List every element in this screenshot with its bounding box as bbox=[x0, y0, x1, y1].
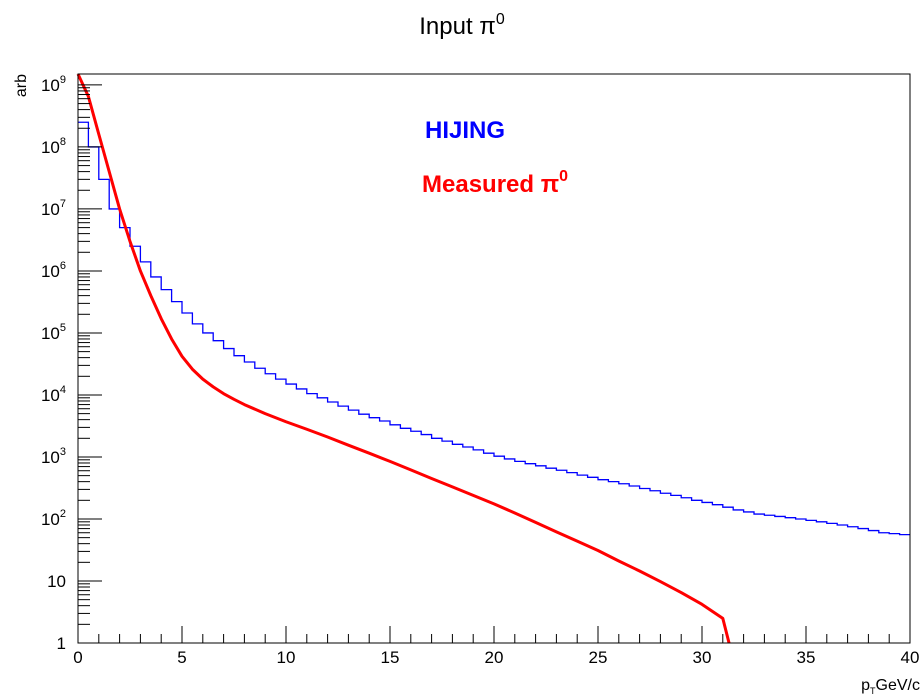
x-tick-label: 0 bbox=[73, 648, 82, 667]
y-tick-label-exponent: 6 bbox=[60, 260, 66, 272]
y-tick-label-base: 10 bbox=[41, 510, 60, 529]
y-tick-label: 107 bbox=[41, 198, 66, 219]
chart-title-superscript: 0 bbox=[496, 11, 505, 28]
x-axis-title-unit: GeV/c bbox=[876, 677, 920, 694]
y-tick-label: 109 bbox=[41, 74, 66, 95]
y-tick-label-exponent: 8 bbox=[60, 136, 66, 148]
y-tick-label-base: 10 bbox=[47, 572, 66, 591]
y-tick-label: 105 bbox=[41, 322, 66, 343]
y-tick-label: 102 bbox=[41, 508, 66, 529]
y-tick-label-base: 10 bbox=[41, 76, 60, 95]
y-tick-label-base: 10 bbox=[41, 200, 60, 219]
y-tick-label: 103 bbox=[41, 446, 66, 467]
chart-title: Input π0 bbox=[419, 11, 505, 40]
x-tick-label: 30 bbox=[693, 648, 712, 667]
y-tick-label: 106 bbox=[41, 260, 66, 281]
x-axis-title-prefix: p bbox=[861, 677, 870, 694]
legend-hijing: HIJING bbox=[425, 117, 505, 144]
series-layer bbox=[76, 73, 910, 644]
tick-labels-layer: 0 5 10 15 20 25 30 35 40110102103104105106107108… bbox=[41, 74, 920, 667]
x-tick-label: 20 bbox=[485, 648, 504, 667]
x-tick-label: 15 bbox=[381, 648, 400, 667]
x-tick-label: 10 bbox=[277, 648, 296, 667]
y-tick-label-exponent: 2 bbox=[60, 508, 66, 520]
y-tick-label-base: 1 bbox=[57, 634, 66, 653]
y-tick-label-base: 10 bbox=[41, 386, 60, 405]
x-tick-label: 5 bbox=[177, 648, 186, 667]
y-tick-label-base: 10 bbox=[41, 262, 60, 281]
y-axis-title: arb bbox=[13, 74, 30, 97]
y-tick-label-exponent: 9 bbox=[60, 74, 66, 86]
x-tick-label: 35 bbox=[797, 648, 816, 667]
x-tick-label: 40 bbox=[901, 648, 920, 667]
x-axis-title: pTGeV/c bbox=[861, 677, 920, 695]
y-tick-label-exponent: 4 bbox=[60, 384, 66, 396]
series-hijing-histogram bbox=[78, 121, 910, 536]
y-tick-label-base: 10 bbox=[41, 324, 60, 343]
y-tick-label-exponent: 3 bbox=[60, 446, 66, 458]
y-tick-label: 104 bbox=[41, 384, 66, 405]
y-tick-label: 10 bbox=[47, 572, 66, 591]
legend: HIJING Measured π0 bbox=[422, 117, 568, 198]
y-tick-label: 1 bbox=[57, 634, 66, 653]
legend-measured-label: Measured π bbox=[422, 171, 559, 198]
legend-measured-superscript: 0 bbox=[559, 168, 568, 185]
plot-frame bbox=[77, 73, 911, 644]
y-tick-label-base: 10 bbox=[41, 448, 60, 467]
x-axis-title-subscript: T bbox=[870, 686, 876, 695]
x-tick-label: 25 bbox=[589, 648, 608, 667]
legend-measured: Measured π0 bbox=[422, 168, 568, 198]
chart-title-main: Input π bbox=[419, 13, 496, 40]
y-tick-label: 108 bbox=[41, 136, 66, 157]
y-tick-label-exponent: 7 bbox=[60, 198, 66, 210]
y-tick-label-exponent: 5 bbox=[60, 322, 66, 334]
y-tick-label-base: 10 bbox=[41, 138, 60, 157]
series-measured-curve bbox=[76, 73, 731, 644]
ticks-layer bbox=[77, 84, 911, 644]
